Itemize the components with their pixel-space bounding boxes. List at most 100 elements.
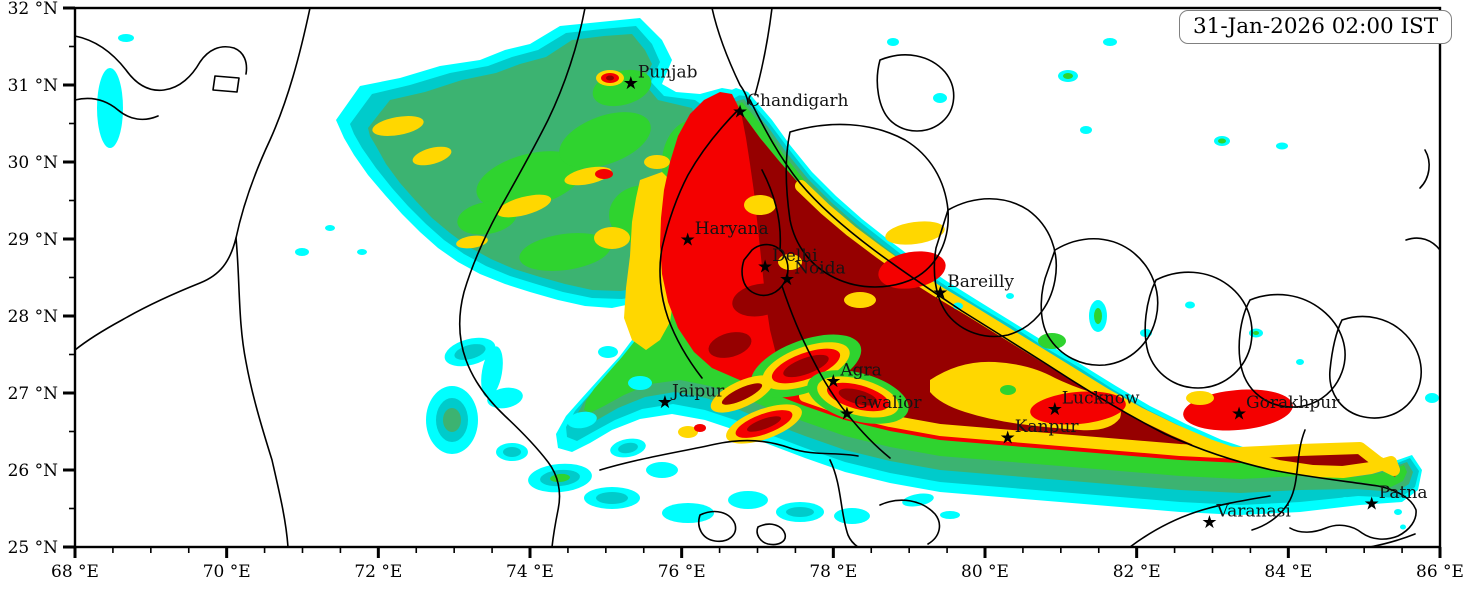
fog-contour-shape bbox=[1186, 391, 1214, 405]
fog-contour-shape bbox=[786, 507, 814, 517]
fog-contour-shape bbox=[746, 416, 782, 432]
fog-contour-shape bbox=[456, 235, 488, 249]
fog-contour-shape bbox=[412, 146, 452, 166]
fog-band-core bbox=[741, 112, 1394, 472]
lon-tick-label: 78 °E bbox=[809, 562, 857, 582]
city-marker-haryana: ★ bbox=[680, 230, 696, 251]
city-label-delhi: Delhi bbox=[772, 246, 818, 266]
lon-tick-label: 82 °E bbox=[1113, 562, 1161, 582]
fog-contour-shape bbox=[1394, 509, 1402, 515]
boundary-line bbox=[1329, 315, 1422, 419]
fog-contour-shape bbox=[1185, 301, 1195, 309]
boundary-line bbox=[879, 499, 941, 545]
fog-contour-shape bbox=[1094, 308, 1102, 324]
fog-contour-shape bbox=[844, 292, 876, 308]
boundary-line bbox=[74, 97, 159, 121]
boundary-line bbox=[1405, 237, 1441, 251]
fog-contour-shape bbox=[933, 93, 947, 103]
fog-contour-shape bbox=[1218, 138, 1226, 144]
fog-contour-shape bbox=[496, 194, 552, 218]
fog-contour-shape bbox=[559, 112, 651, 168]
fog-contour-shape bbox=[519, 233, 611, 271]
boundary-line bbox=[235, 237, 289, 548]
fog-contour-shape bbox=[606, 75, 614, 81]
boundary-line bbox=[1040, 237, 1159, 366]
fog-scattered-south bbox=[426, 337, 960, 524]
boundary-line bbox=[599, 439, 859, 471]
fog-contour-shape bbox=[598, 346, 618, 358]
fog-contour-shape bbox=[744, 195, 776, 215]
fog-contour-shape bbox=[1253, 331, 1259, 335]
city-marker-gwalior: ★ bbox=[839, 404, 855, 425]
lat-tick-label: 25 °N bbox=[8, 538, 59, 558]
city-label-noida: Noida bbox=[794, 258, 846, 278]
fog-contour-shape bbox=[1006, 293, 1014, 299]
fog-contour-shape bbox=[596, 492, 628, 504]
fog-contour-shape bbox=[777, 320, 813, 340]
lon-tick-label: 76 °E bbox=[658, 562, 706, 582]
lat-tick-label: 32 °N bbox=[8, 0, 59, 19]
fog-contour-shape bbox=[295, 248, 309, 256]
cities-layer: ★Punjab★Chandigarh★Haryana★Delhi★Noida★B… bbox=[623, 63, 1428, 533]
boundary-line bbox=[698, 510, 737, 543]
lat-tick-label: 26 °N bbox=[8, 461, 59, 481]
boundary-line bbox=[781, 285, 891, 459]
fog-contour-shape bbox=[878, 251, 946, 289]
city-marker-kanpur: ★ bbox=[1000, 427, 1016, 448]
lon-tick-label: 80 °E bbox=[961, 562, 1009, 582]
fog-contour-shape bbox=[1425, 393, 1439, 403]
boundaries-layer bbox=[74, 7, 1441, 548]
city-marker-gorakhpur: ★ bbox=[1231, 404, 1247, 425]
fog-contour-shape bbox=[887, 38, 899, 46]
fog-contour-shape bbox=[503, 447, 521, 457]
fog-contour-shape bbox=[476, 151, 584, 209]
fog-contour-shape bbox=[646, 462, 678, 478]
fog-contour-shape bbox=[732, 283, 788, 317]
city-marker-delhi: ★ bbox=[757, 256, 773, 277]
fog-contour-shape bbox=[940, 511, 960, 519]
city-marker-chandigarh: ★ bbox=[732, 102, 748, 123]
city-label-bareilly: Bareilly bbox=[947, 272, 1014, 292]
fog-contour-shape bbox=[1341, 497, 1349, 503]
boundary-line bbox=[212, 75, 240, 93]
lon-tick-label: 68 °E bbox=[51, 562, 99, 582]
boundary-line bbox=[458, 7, 586, 548]
city-label-gorakhpur: Gorakhpur bbox=[1246, 393, 1340, 413]
fog-contour-shape bbox=[708, 332, 752, 358]
city-label-punjab: Punjab bbox=[638, 63, 698, 83]
fog-contour-shape bbox=[594, 227, 630, 249]
city-marker-agra: ★ bbox=[825, 371, 841, 392]
fog-contour-shape bbox=[834, 508, 870, 524]
boundary-line bbox=[1419, 149, 1430, 189]
boundary-line bbox=[754, 7, 773, 96]
lon-tick-label: 72 °E bbox=[354, 562, 402, 582]
lon-tick-label: 84 °E bbox=[1264, 562, 1312, 582]
fog-contour-shape bbox=[443, 408, 461, 432]
fog-sw-lobes bbox=[678, 334, 909, 444]
fog-contour-shape bbox=[678, 426, 698, 438]
fog-contour-shape bbox=[628, 376, 652, 390]
fog-nw-red-specks bbox=[595, 70, 624, 179]
city-label-jaipur: Jaipur bbox=[670, 381, 725, 401]
city-marker-lucknow: ★ bbox=[1047, 399, 1063, 420]
fog-gold-ring bbox=[795, 180, 1400, 478]
city-label-lucknow: Lucknow bbox=[1062, 388, 1140, 408]
fog-contour-shape bbox=[662, 503, 714, 523]
fog-contour-shape bbox=[372, 116, 424, 136]
boundary-line bbox=[1238, 293, 1346, 408]
fog-contour-shape bbox=[1400, 524, 1406, 530]
boundary-line bbox=[1251, 429, 1306, 531]
boundary-line bbox=[74, 35, 248, 92]
fog-contour-shape bbox=[1063, 73, 1073, 79]
fog-contours-layer bbox=[97, 18, 1439, 530]
fog-contour-shape bbox=[550, 473, 570, 483]
boundary-line bbox=[761, 169, 782, 251]
boundary-line bbox=[785, 123, 949, 288]
fog-specks bbox=[97, 34, 1439, 530]
timestamp-badge: 31-Jan-2026 02:00 IST bbox=[1179, 10, 1453, 44]
fog-contour-shape bbox=[481, 346, 503, 398]
lon-tick-label: 86 °E bbox=[1416, 562, 1464, 582]
city-label-gwalior: Gwalior bbox=[854, 393, 922, 413]
